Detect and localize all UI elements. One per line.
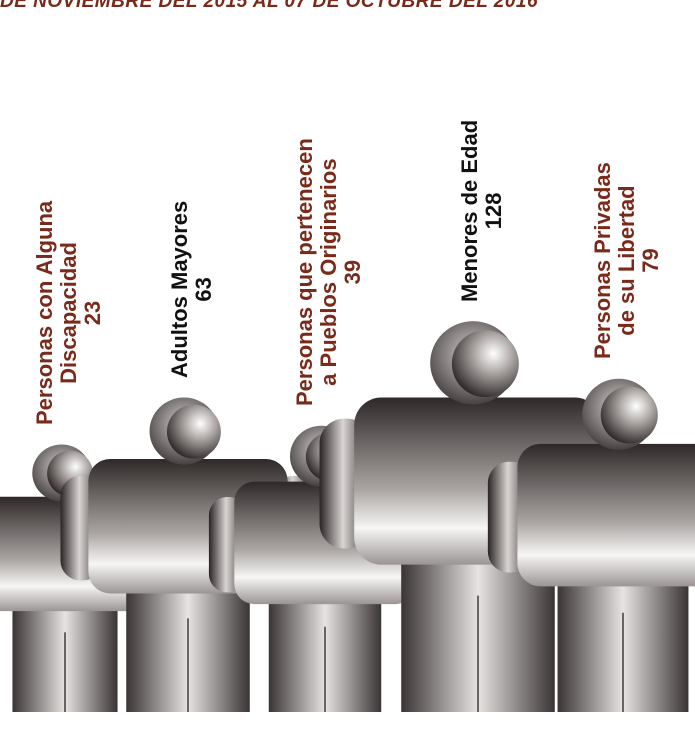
- category-name-line: Personas que pertenecen: [292, 138, 317, 407]
- category-value: 79: [638, 248, 663, 274]
- category-label-5: Personas Privadas de su Libertad 79: [590, 162, 663, 360]
- category-value: 39: [340, 260, 365, 285]
- category-name-line: Personas Privadas: [590, 162, 615, 360]
- category-name-line: Adultos Mayores: [167, 200, 192, 379]
- figure-head: [600, 386, 658, 444]
- category-value: 128: [481, 192, 506, 230]
- category-name-line: a Pueblos Originarios: [316, 158, 341, 387]
- category-label-3: Personas que pertenecen a Pueblos Origina…: [292, 138, 365, 407]
- chart-header: DE NOVIEMBRE DEL 2015 AL 07 DE OCTUBRE D…: [0, 0, 539, 12]
- category-name-line: Menores de Edad: [457, 119, 482, 302]
- category-value: 63: [191, 277, 216, 302]
- category-name-line: Discapacidad: [56, 242, 81, 384]
- figure-head: [166, 404, 221, 459]
- figure-torso: [517, 443, 695, 587]
- figure-5: [487, 378, 695, 712]
- category-label-2: Adultos Mayores 63: [167, 200, 216, 379]
- figure-2: [60, 397, 316, 712]
- figure-head: [451, 330, 519, 398]
- category-label-1: Personas con Alguna Discapacidad 23: [32, 200, 105, 426]
- category-name-line: de su Libertad: [614, 185, 639, 337]
- category-value: 23: [80, 300, 105, 326]
- category-name-line: Personas con Alguna: [32, 200, 57, 426]
- category-label-4: Menores de Edad 128: [457, 119, 506, 302]
